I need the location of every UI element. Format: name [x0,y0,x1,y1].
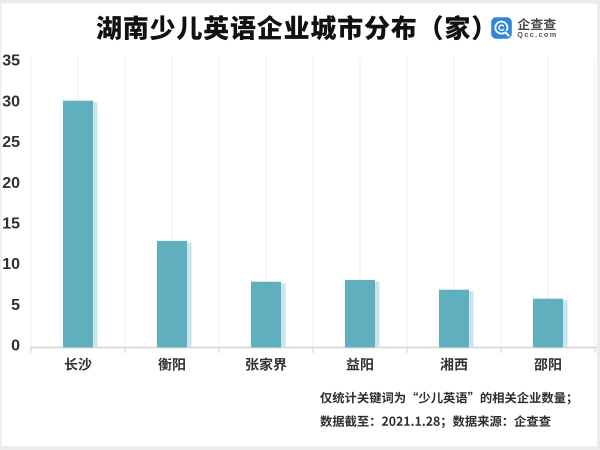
svg-text:5: 5 [11,297,20,314]
svg-text:25: 25 [2,134,20,151]
svg-text:0: 0 [11,338,20,355]
svg-text:20: 20 [2,175,20,192]
svg-text:Qcc.com: Qcc.com [517,30,557,39]
svg-text:15: 15 [2,216,20,233]
svg-text:10: 10 [2,256,20,273]
svg-text:35: 35 [2,53,20,70]
svg-text:30: 30 [2,93,20,110]
